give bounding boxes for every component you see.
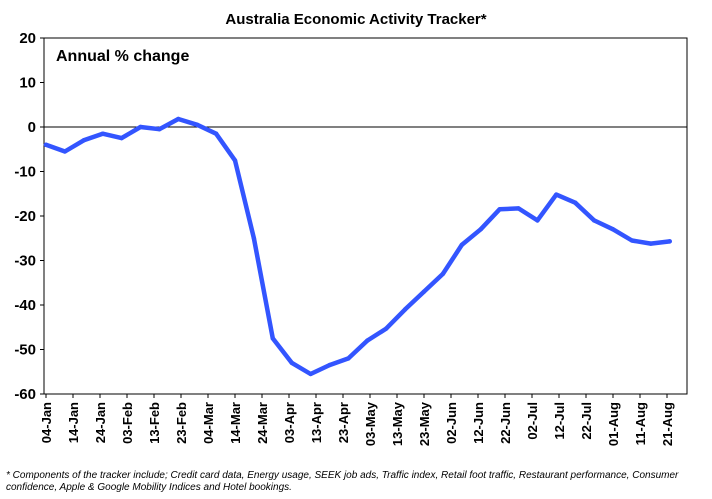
- y-tick-label: -60: [14, 386, 36, 403]
- data-point: [478, 227, 483, 232]
- data-point: [667, 239, 672, 244]
- y-tick-label: -20: [14, 208, 36, 225]
- x-tick-label: 01-Aug: [606, 402, 621, 446]
- data-point: [497, 207, 502, 212]
- x-tick-label: 22-Jun: [498, 402, 513, 444]
- data-point: [308, 371, 313, 377]
- data-point: [554, 192, 559, 197]
- chart-title: Australia Economic Activity Tracker*: [225, 11, 486, 28]
- data-point: [648, 241, 653, 246]
- data-point: [270, 336, 275, 341]
- x-axis: 04-Jan 14-Jan 24-Jan 03-Feb 13-Feb 23-Feb 04-M…: [39, 394, 675, 446]
- x-tick-label: 22-Jul: [579, 402, 594, 440]
- chart-annotation: Annual % change: [56, 48, 189, 65]
- data-point: [81, 138, 87, 143]
- y-tick-label: -50: [14, 342, 36, 359]
- x-tick-label: 23-Apr: [336, 402, 351, 443]
- x-tick-label: 23-May: [417, 401, 432, 446]
- data-point: [138, 124, 143, 130]
- data-point: [346, 356, 351, 361]
- y-tick-label: -30: [14, 253, 36, 270]
- x-tick-label: 14-Mar: [228, 402, 243, 444]
- data-point: [157, 127, 162, 132]
- plot-area: [43, 37, 688, 395]
- x-tick-label: 03-Apr: [282, 402, 297, 443]
- x-tick-label: 02-Jul: [525, 402, 540, 440]
- data-point: [213, 131, 219, 136]
- y-tick-label: -10: [14, 164, 36, 181]
- line-chart: Australia Economic Activity Tracker* 20 1…: [14, 11, 688, 446]
- data-point: [365, 338, 370, 343]
- x-tick-label: 04-Mar: [201, 402, 216, 444]
- data-point: [535, 218, 540, 223]
- x-tick-label: 04-Jan: [39, 402, 54, 443]
- data-point: [289, 360, 294, 366]
- x-tick-label: 12-Jun: [471, 402, 486, 444]
- data-point: [440, 271, 446, 277]
- data-point: [421, 289, 427, 294]
- data-point: [384, 326, 389, 331]
- x-tick-label: 12-Jul: [552, 402, 567, 440]
- x-tick-label: 11-Aug: [633, 402, 648, 445]
- series-layer: [43, 116, 672, 377]
- data-point: [610, 227, 616, 232]
- data-point: [43, 142, 49, 147]
- data-point: [459, 242, 464, 248]
- data-point: [327, 362, 332, 368]
- data-point: [195, 122, 200, 127]
- data-point: [573, 200, 578, 205]
- x-tick-label: 02-Jun: [444, 402, 459, 444]
- y-axis: 20 10 0 -10 -20 -30 -40 -50 -60: [14, 30, 44, 403]
- x-tick-label: 24-Jan: [93, 402, 108, 443]
- y-tick-label: -40: [14, 297, 36, 314]
- x-tick-label: 23-Feb: [174, 402, 189, 444]
- x-tick-label: 03-Feb: [120, 402, 135, 444]
- x-tick-label: 24-Mar: [255, 402, 270, 444]
- data-point: [251, 236, 257, 241]
- data-point: [119, 135, 124, 141]
- data-point: [176, 116, 181, 122]
- data-point: [100, 131, 105, 136]
- y-tick-label: 20: [19, 30, 36, 47]
- data-point: [629, 238, 635, 243]
- data-point: [62, 149, 68, 154]
- data-point: [591, 218, 597, 223]
- data-point: [232, 158, 238, 163]
- data-point: [516, 206, 521, 211]
- x-tick-label: 03-May: [363, 401, 378, 446]
- x-tick-label: 13-Feb: [147, 402, 162, 444]
- x-tick-label: 13-May: [390, 401, 405, 446]
- series-line: [43, 116, 672, 377]
- x-tick-label: 13-Apr: [309, 402, 324, 443]
- x-tick-label: 14-Jan: [66, 402, 81, 443]
- y-tick-label: 10: [19, 75, 36, 92]
- footnote: * Components of the tracker include; Cre…: [6, 470, 679, 493]
- x-tick-label: 21-Aug: [660, 402, 675, 446]
- data-point: [402, 307, 408, 312]
- y-tick-label: 0: [28, 119, 36, 136]
